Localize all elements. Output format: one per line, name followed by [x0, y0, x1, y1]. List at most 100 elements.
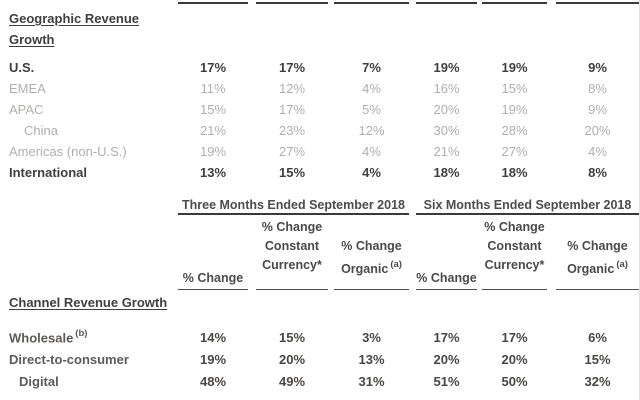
col-header-text: % Change [341, 239, 402, 253]
cell-value: 27% [278, 144, 306, 159]
rules-label-spacer [0, 0, 178, 4]
period-header-row: Three Months Ended September 2018 Six Mo… [0, 194, 639, 215]
table-row: EMEA 11% 12% 4% 16% 15% 8% [0, 78, 639, 99]
row-label: Wholesale (b) [0, 327, 178, 346]
cell-value: 27% [501, 144, 528, 159]
cell-value: 7% [362, 60, 381, 75]
cell-value: 50% [501, 373, 528, 389]
cell-value: 4% [362, 81, 381, 96]
cell-value: 13% [358, 351, 385, 367]
geo-table-body: U.S. 17% 17% 7% 19% 19% 9% EMEA 11% 12% … [0, 57, 639, 183]
cell-value: 32% [584, 373, 611, 389]
table-row: APAC 15% 17% 5% 20% 19% 9% [0, 99, 639, 120]
table-row: U.S. 17% 17% 7% 19% 19% 9% [0, 57, 639, 78]
col-header-constant-currency: % Change Constant Currency* [482, 215, 547, 290]
cell-value: 49% [278, 373, 306, 389]
cell-value: 23% [278, 123, 306, 138]
cell-value: 5% [362, 102, 381, 117]
cell-value: 48% [199, 373, 227, 389]
cell-value: 17% [199, 60, 227, 75]
cell-value: 31% [358, 373, 385, 389]
cell-value: 17% [278, 102, 306, 117]
col-header-constant-currency: % Change Constant Currency* [256, 215, 328, 290]
cell-value: 21% [433, 144, 460, 159]
cell-value: 18% [433, 165, 460, 180]
cell-value: 19% [501, 102, 528, 117]
channel-table-body: Wholesale (b) 14% 15% 3% 17% 17% 6% Direc… [0, 326, 639, 392]
cell-value: 14% [199, 329, 227, 345]
col-header-pct-change: % Change [416, 215, 477, 290]
col-header-text: % Change [567, 239, 628, 253]
period-header-six-months: Six Months Ended September 2018 [416, 198, 639, 215]
cell-value: 20% [433, 102, 460, 117]
cell-value: 19% [199, 144, 227, 159]
cell-value: 21% [199, 123, 227, 138]
col-header-text: Organic (a) [567, 256, 628, 279]
geo-table-title: Geographic Revenue Growth [9, 8, 159, 50]
cell-value: 12% [278, 81, 306, 96]
subheader-label-spacer [0, 215, 178, 290]
footnote-b-marker: (b) [75, 327, 88, 339]
cell-value: 17% [278, 60, 306, 75]
cell-value: 12% [358, 123, 385, 138]
column-rule [416, 0, 477, 4]
footnote-a-marker: (a) [390, 259, 402, 270]
column-rule [178, 0, 248, 4]
cell-value: 20% [278, 351, 306, 367]
row-label: APAC [9, 102, 44, 117]
col-header-text: % Change [261, 220, 323, 234]
cell-value: 17% [433, 329, 460, 345]
geo-table-title-text: Geographic Revenue Growth [9, 11, 140, 47]
row-label: Direct-to-consumer [9, 351, 129, 367]
cell-value: 3% [362, 329, 381, 345]
cell-value: 4% [588, 144, 607, 159]
cell-value: 11% [200, 81, 226, 96]
cell-value: 30% [433, 123, 460, 138]
cell-value: 9% [588, 60, 607, 75]
row-label: China [24, 123, 58, 138]
table-row: Direct-to-consumer 19% 20% 13% 20% 20% 1… [0, 348, 639, 370]
table-row: Wholesale (b) 14% 15% 3% 17% 17% 6% [0, 326, 639, 348]
channel-table-title: Channel Revenue Growth [9, 296, 639, 310]
col-header-text: % Change [416, 271, 477, 285]
col-header-pct-change: % Change [178, 215, 248, 290]
col-header-text: % Change [182, 271, 244, 285]
cell-value: 8% [588, 165, 607, 180]
table-row: China 21% 23% 12% 30% 28% 20% [0, 120, 639, 141]
cell-value: 16% [433, 81, 460, 96]
col-header-text: Constant [264, 239, 320, 253]
cell-value: 18% [501, 165, 528, 180]
row-label-text: Wholesale [9, 330, 74, 346]
cell-value: 4% [362, 165, 381, 180]
cell-value: 13% [199, 165, 227, 180]
cell-value: 20% [501, 351, 528, 367]
cell-value: 19% [433, 60, 460, 75]
col-header-organic: % Change Organic (a) [556, 215, 639, 290]
cell-value: 15% [501, 81, 528, 96]
row-label: Americas (non-U.S.) [9, 144, 127, 159]
column-rule [556, 0, 639, 4]
column-rule [334, 0, 409, 4]
channel-table-title-text: Channel Revenue Growth [9, 295, 168, 310]
cell-value: 17% [501, 329, 528, 345]
column-rules-row [0, 0, 639, 4]
col-header-organic: % Change Organic (a) [334, 215, 409, 290]
col-header-text: Organic (a) [341, 256, 402, 279]
cell-value: 15% [584, 351, 611, 367]
table-row: International 13% 15% 4% 18% 18% 8% [0, 162, 639, 183]
cell-value: 15% [278, 329, 306, 345]
cell-value: 15% [278, 165, 306, 180]
footnote-a-marker: (a) [616, 259, 628, 270]
column-rule [482, 0, 547, 4]
cell-value: 19% [199, 351, 227, 367]
table-row: Americas (non-U.S.) 19% 27% 4% 21% 27% 4… [0, 141, 639, 162]
cell-value: 20% [433, 351, 460, 367]
cell-value: 19% [501, 60, 528, 75]
column-rule [256, 0, 328, 4]
cell-value: 28% [501, 123, 528, 138]
cell-value: 15% [199, 102, 227, 117]
table-row: Digital 48% 49% 31% 51% 50% 32% [0, 370, 639, 392]
subheader-row: % Change % Change Constant Currency* % C… [0, 215, 639, 290]
cell-value: 9% [588, 102, 607, 117]
